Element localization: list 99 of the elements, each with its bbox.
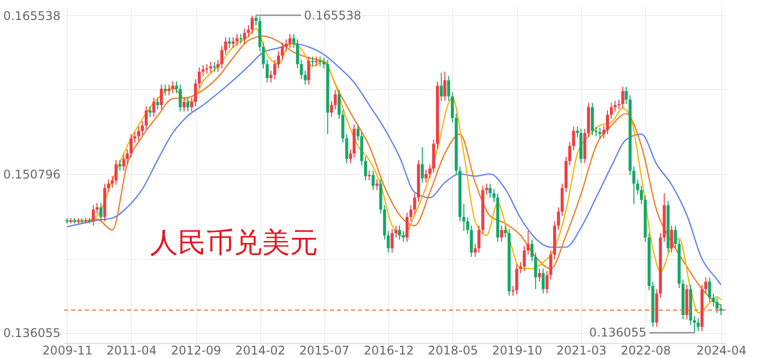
candlestick xyxy=(338,89,341,120)
x-tick-label: 2015-07 xyxy=(299,344,350,358)
candlestick xyxy=(368,170,371,181)
candlestick xyxy=(209,61,212,74)
candlestick xyxy=(99,202,102,222)
candlestick xyxy=(447,75,450,102)
x-tick-label: 2024-04 xyxy=(696,344,746,358)
candlestick xyxy=(440,72,443,102)
candlestick xyxy=(704,276,708,294)
y-tick-label: 0.165538 xyxy=(3,8,60,23)
candlestick xyxy=(538,268,541,282)
candlestick xyxy=(488,183,492,198)
candlestick xyxy=(590,102,594,136)
candlestick xyxy=(156,97,160,110)
candlestick xyxy=(696,318,700,332)
candlestick xyxy=(148,106,152,118)
candlestick xyxy=(515,264,518,296)
candlestick xyxy=(269,70,272,83)
candlestick xyxy=(168,84,171,96)
candlestick xyxy=(92,204,95,226)
candlestick xyxy=(314,56,318,67)
candlestick xyxy=(330,100,334,118)
candlestick xyxy=(692,316,696,334)
candlestick xyxy=(213,61,216,72)
candlestick xyxy=(216,59,220,72)
candlestick xyxy=(670,225,674,254)
x-tick-label: 2019-10 xyxy=(492,344,542,358)
candlestick xyxy=(164,84,167,96)
candlestick xyxy=(610,102,613,120)
y-tick-label: 0.136055 xyxy=(3,326,60,340)
candlestick xyxy=(470,225,473,258)
candlestick xyxy=(716,297,719,314)
candlestick xyxy=(186,97,190,112)
candlestick xyxy=(280,42,284,60)
candlestick xyxy=(334,89,337,110)
candlestick xyxy=(250,15,254,34)
candlestick xyxy=(398,225,401,240)
candlestick xyxy=(198,66,201,88)
candlestick xyxy=(443,71,446,102)
candlestick xyxy=(519,262,522,274)
x-tick-label: 2016-12 xyxy=(364,344,414,358)
candlestick xyxy=(239,33,242,44)
candlestick xyxy=(160,84,163,110)
candlestick xyxy=(228,36,231,48)
candlestick xyxy=(137,126,140,142)
candlestick xyxy=(106,178,110,193)
candlestick xyxy=(288,33,292,48)
candlestick xyxy=(617,99,620,110)
x-tick-label: 2014-02 xyxy=(235,344,286,358)
candlestick xyxy=(542,268,545,294)
candlestick xyxy=(424,169,428,184)
candlestick xyxy=(254,14,258,26)
candlestick xyxy=(474,243,477,258)
candlestick xyxy=(171,80,174,94)
annotation: 0.165538 xyxy=(304,8,362,22)
candlestick xyxy=(390,228,394,254)
x-tick-label: 2009-11 xyxy=(42,344,93,358)
candlestick xyxy=(462,204,466,232)
candlestick xyxy=(500,225,504,242)
candlestick xyxy=(236,33,239,46)
x-tick-label: 2012-09 xyxy=(170,344,222,358)
candlestick xyxy=(152,97,156,118)
candlestick xyxy=(178,84,182,112)
candlestick xyxy=(190,97,194,112)
candlestick xyxy=(708,276,712,303)
candlestick xyxy=(205,64,208,74)
candlestick xyxy=(394,225,398,238)
candlestick xyxy=(243,28,246,44)
y-tick-label: 0.150796 xyxy=(3,168,60,182)
candlestick xyxy=(640,185,643,205)
candlestick xyxy=(364,156,368,181)
candlestick xyxy=(386,230,390,254)
candlestick xyxy=(546,270,549,294)
x-tick-label: 2018-05 xyxy=(428,344,478,358)
candlestick xyxy=(130,134,133,158)
candlestick xyxy=(311,56,314,67)
candlestick xyxy=(318,56,322,67)
x-tick-label: 2021-03 xyxy=(556,344,606,358)
candlestick xyxy=(175,80,178,94)
candlestick xyxy=(118,159,122,172)
x-tick-label: 2022-08 xyxy=(620,344,671,358)
candlestick xyxy=(114,159,118,186)
candlestick xyxy=(406,212,409,242)
candlestick xyxy=(420,146,424,184)
annotation: 人民币兑美元 xyxy=(150,226,318,259)
candlestick xyxy=(232,36,235,48)
annotation: 0.136055 xyxy=(589,326,646,340)
x-tick-label: 2011-04 xyxy=(106,344,157,358)
candlestick xyxy=(307,56,310,86)
candlestick xyxy=(372,170,375,191)
candlestick xyxy=(598,127,602,139)
candlestick xyxy=(477,225,480,254)
candlestick xyxy=(375,178,378,191)
candlestick xyxy=(194,78,198,107)
candlestick xyxy=(621,86,624,109)
candlestick xyxy=(402,230,405,242)
candlestick xyxy=(606,110,610,135)
candlestick xyxy=(182,97,186,112)
candlestick xyxy=(632,166,636,205)
